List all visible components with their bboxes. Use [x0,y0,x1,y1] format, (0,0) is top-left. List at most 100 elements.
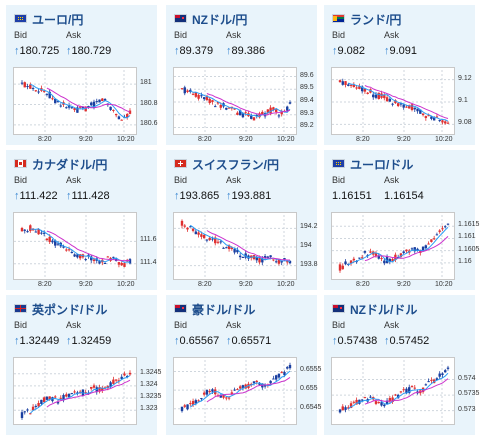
candle-body [402,104,405,108]
candle-body [126,113,129,118]
card-nzd-jpy[interactable]: NZドル/円 Bid Ask ↑89.379 ↑89.386 89.6 89.5 89.4 89… [166,5,317,145]
candle-body [421,246,425,251]
candle-body [416,108,419,112]
y-tick-label: 111.6 [140,236,157,244]
candle-body [26,231,29,233]
card-cad-jpy[interactable]: カナダドル/円 Bid Ask ↑111.422 ↑111.428 111.6 111.4 8… [6,150,157,290]
y-tick-label: 194.2 [300,223,318,231]
candle-body [84,259,87,261]
candle-body [366,92,369,94]
pair-title[interactable]: ユーロ/円 [32,13,84,27]
price-chart[interactable] [331,212,456,280]
pair-title[interactable]: 豪ドル/ドル [192,303,256,317]
ask-value: ↑1.32459 [66,335,111,347]
candle-body [441,373,444,376]
ch-jp-flag-icon [174,159,187,168]
candle-body [255,380,258,382]
candle-body [349,84,353,86]
price-chart[interactable] [13,357,138,425]
candle-body [76,107,79,113]
candle-body [413,247,416,252]
x-tick-label: 10:20 [435,136,453,143]
card-zar-jpy[interactable]: ランド/円 Bid Ask ↑9.082 ↑9.091 9.12 9.1 9.08 8:20 9:… [324,5,475,145]
candle-body [266,109,270,114]
price-chart[interactable] [173,212,298,280]
price-chart[interactable] [13,67,138,135]
x-tick-label: 9:20 [79,136,93,143]
candle-body [59,397,62,399]
flag-part [23,160,26,167]
nz-jp-flag-icon [174,14,187,23]
y-tick-label: 9.1 [458,97,468,104]
candle-body [352,401,356,403]
candle-body [427,381,430,383]
candle-body [385,256,389,264]
candle-body [95,101,98,103]
candle-body [252,381,256,384]
card-nzd-usd[interactable]: NZドル/ドル Bid Ask ↑0.57438 ↑0.57452 0.574 0.5735… [324,295,479,435]
flag-part [19,162,22,165]
candle-body [81,106,85,109]
candle-body [54,98,57,104]
candle-body [255,257,258,261]
candle-body [405,106,408,108]
candle-body [70,107,74,109]
flag-part [336,162,341,165]
card-aud-usd[interactable]: 豪ドル/ドル Bid Ask ↑0.65567 ↑0.65571 0.6555 0.655 0… [166,295,321,435]
candle-body [186,90,189,93]
candle-body [90,256,93,261]
candle-body [388,397,392,402]
candle-body [51,240,54,243]
price-chart[interactable] [13,212,138,280]
ask-value: ↑89.386 [226,45,265,57]
candle-body [424,116,428,119]
candle-body [202,234,206,239]
candle-body [369,251,372,253]
candle-body [208,98,211,104]
pair-title[interactable]: 英ポンド/ドル [32,303,108,317]
candle-body [112,379,115,384]
price-chart[interactable] [331,357,456,425]
candle-body [274,261,278,263]
candle-body [186,227,189,230]
pair-title[interactable]: スイスフラン/円 [192,158,279,172]
up-arrow-icon: ↑ [332,45,338,57]
candle-body [70,252,74,254]
ask-number: 1.16154 [384,190,424,202]
candle-body [446,223,450,225]
candle-body [208,237,211,241]
y-tick-label: 0.5735 [458,390,480,398]
pair-title[interactable]: ユーロ/ドル [350,158,414,172]
price-chart[interactable] [173,67,298,135]
card-gbp-usd[interactable]: 英ポンド/ドル Bid Ask ↑1.32449 ↑1.32459 1.3245 1.324… [6,295,161,435]
candle-body [194,400,198,404]
candle-body [394,100,397,104]
pair-title[interactable]: ランド/円 [350,13,402,27]
candle-body [48,91,51,99]
chart-svg [174,70,298,134]
nz-us-flag-icon [332,304,345,313]
flag-part [340,307,342,309]
card-eur-usd[interactable]: ユーロ/ドル Bid Ask 1.16151 1.16154 1.1615 1.161 1.1… [324,150,479,290]
candle-body [120,376,123,380]
candle-body [277,373,281,378]
price-chart[interactable] [173,357,298,425]
candle-body [197,94,200,99]
pair-title[interactable]: NZドル/円 [192,13,248,27]
candle-body [101,387,104,391]
bid-label: Bid [332,320,346,330]
flag-part [333,15,344,18]
card-eur-jpy[interactable]: ユーロ/円 Bid Ask ↑180.725 ↑180.729 181 180.8 180.6… [6,5,158,145]
card-chf-jpy[interactable]: スイスフラン/円 Bid Ask ↑193.865 ↑193.881 194.2 194 19… [166,150,318,290]
y-tick-label: 193.8 [300,260,318,268]
x-tick-label: 9:20 [239,136,253,143]
candle-body [20,228,24,232]
pair-title[interactable]: カナダドル/円 [32,158,108,172]
candle-body [205,239,209,241]
price-chart[interactable] [331,67,456,135]
flag-part [175,305,186,312]
chart-svg [332,360,456,424]
candle-body [402,251,405,253]
candle-body [126,376,129,378]
pair-title[interactable]: NZドル/ドル [350,303,418,317]
